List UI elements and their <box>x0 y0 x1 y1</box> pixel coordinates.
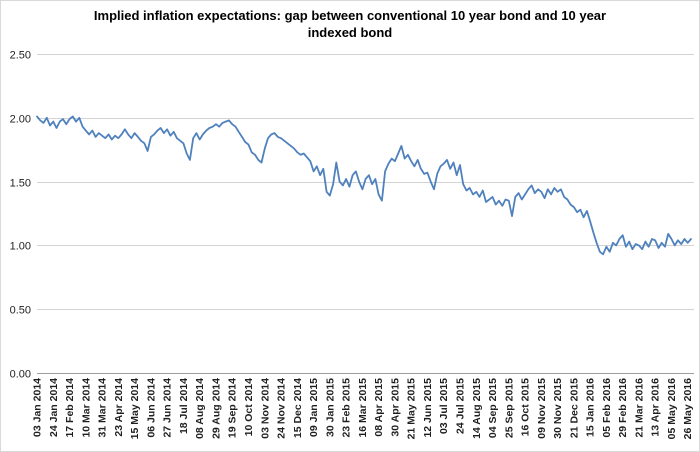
x-tick-label: 29 Feb 2016 <box>617 378 629 438</box>
x-tick-label: 10 Mar 2014 <box>80 378 92 438</box>
x-tick-label: 21 Dec 2015 <box>568 378 580 438</box>
x-tick-label: 26 May 2016 <box>682 378 694 439</box>
x-tick-label: 08 Aug 2014 <box>194 378 206 439</box>
x-tick-label: 13 Apr 2016 <box>650 378 662 437</box>
y-tick-label: 0.50 <box>10 304 31 316</box>
x-tick-label: 18 Jul 2014 <box>178 378 190 434</box>
x-tick-label: 30 Jan 2015 <box>324 378 336 437</box>
x-tick-label: 03 Jan 2014 <box>32 378 44 437</box>
x-tick-label: 14 Aug 2015 <box>471 378 483 439</box>
x-tick-label: 21 Mar 2016 <box>633 378 645 438</box>
chart-title-line-1: Implied inflation expectations: gap betw… <box>93 8 607 23</box>
x-tick-label: 08 Apr 2015 <box>373 378 385 437</box>
y-tick-label: 1.50 <box>10 177 31 189</box>
x-tick-label: 15 Jan 2016 <box>585 378 597 437</box>
x-tick-label: 05 Feb 2016 <box>601 378 613 438</box>
x-tick-label: 25 Sep 2015 <box>503 378 515 438</box>
x-tick-label: 23 Feb 2015 <box>341 378 353 438</box>
x-tick-label: 24 Jul 2015 <box>454 378 466 434</box>
x-tick-label: 31 Mar 2014 <box>97 378 109 438</box>
y-tick-label: 0.00 <box>10 368 31 380</box>
x-tick-label: 16 Mar 2015 <box>357 378 369 438</box>
x-tick-label: 15 May 2014 <box>129 378 141 439</box>
x-tick-label: 17 Feb 2014 <box>64 378 76 438</box>
x-tick-label: 29 Aug 2014 <box>210 378 222 439</box>
y-tick-label: 2.00 <box>10 113 31 125</box>
x-tick-label: 24 Nov 2014 <box>276 378 288 439</box>
x-tick-label: 21 May 2015 <box>406 378 418 439</box>
x-tick-label: 04 Sep 2015 <box>487 378 499 438</box>
x-tick-label: 03 Jul 2015 <box>438 378 450 434</box>
x-tick-label: 23 Apr 2014 <box>113 378 125 437</box>
chart-title: Implied inflation expectations: gap betw… <box>1 7 699 41</box>
y-tick-label: 2.50 <box>10 49 31 61</box>
x-tick-label: 12 Jun 2015 <box>422 378 434 438</box>
x-tick-label: 10 Oct 2014 <box>243 378 255 437</box>
x-tick-label: 09 Jan 2015 <box>308 378 320 437</box>
x-tick-label: 06 Jun 2014 <box>145 378 157 438</box>
x-tick-label: 30 Nov 2015 <box>552 378 564 439</box>
x-tick-label: 24 Jan 2014 <box>48 378 60 437</box>
x-tick-label: 16 Oct 2015 <box>520 378 532 437</box>
y-tick-label: 1.00 <box>10 240 31 252</box>
x-tick-label: 19 Sep 2014 <box>227 378 239 438</box>
x-tick-label: 03 Nov 2014 <box>259 378 271 439</box>
x-tick-label: 09 Nov 2015 <box>536 378 548 439</box>
x-tick-label: 30 Apr 2015 <box>389 378 401 437</box>
x-tick-label: 05 May 2016 <box>666 378 678 439</box>
chart-title-line-2: indexed bond <box>307 25 393 40</box>
x-tick-label: 27 Jun 2014 <box>162 378 174 438</box>
data-series-line <box>36 115 692 256</box>
x-tick-label: 15 Dec 2014 <box>292 378 304 438</box>
